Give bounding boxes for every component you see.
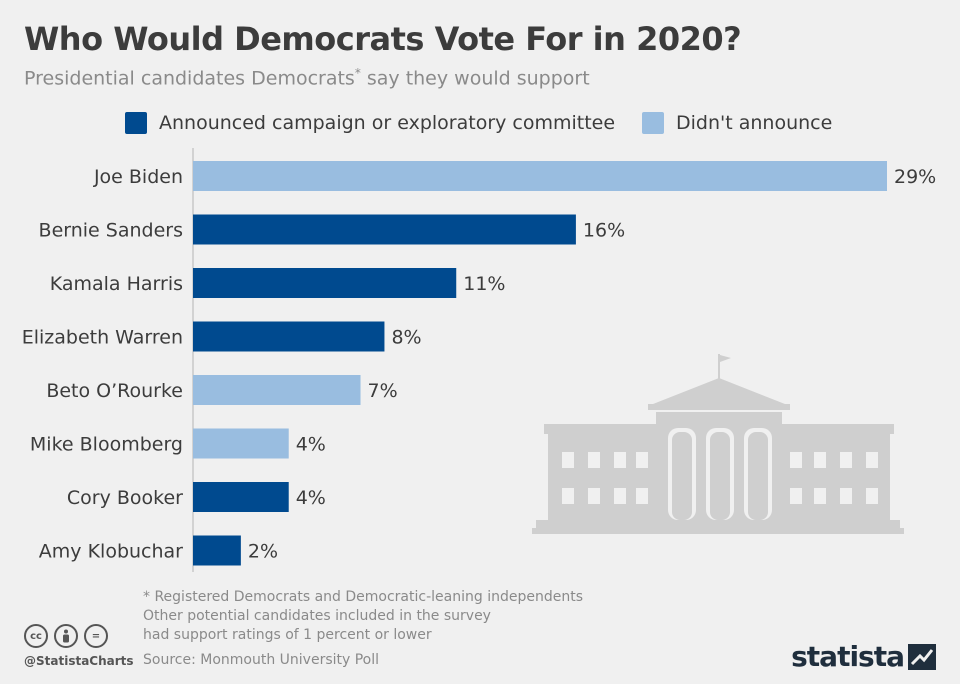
bar-beto-o-rourke — [193, 375, 361, 405]
category-label: Kamala Harris — [50, 273, 183, 295]
bar-kamala-harris — [193, 268, 457, 298]
value-label: 11% — [463, 273, 505, 295]
category-label: Elizabeth Warren — [22, 327, 183, 349]
footnote: * Registered Democrats and Democratic-le… — [143, 588, 583, 645]
legend-label-announced: Announced campaign or exploratory commit… — [159, 112, 616, 134]
category-label: Cory Booker — [67, 487, 183, 509]
brand-logo[interactable]: statista — [791, 640, 936, 673]
bar-amy-klobuchar — [193, 535, 241, 566]
bar-joe-biden — [193, 161, 887, 191]
category-label: Joe Biden — [93, 166, 183, 188]
license-icons: cc = — [24, 624, 108, 648]
value-label: 7% — [368, 380, 398, 402]
legend-label-didnt-announce: Didn't announce — [676, 112, 833, 134]
legend-item-didnt-announce: Didn't announce — [642, 112, 832, 134]
subtitle-text: Presidential candidates Democrats — [24, 67, 355, 90]
bar-cory-booker — [193, 482, 289, 512]
bar-chart: Joe Biden 29% Bernie Sanders 16% Kamala Harr… — [22, 148, 936, 572]
bar-elizabeth-warren — [193, 321, 385, 352]
category-label: Beto O’Rourke — [46, 380, 183, 402]
category-label: Bernie Sanders — [39, 220, 183, 242]
subtitle-rest: say they would support — [360, 67, 590, 90]
chart-subtitle: Presidential candidates Democrats* say t… — [24, 66, 590, 89]
social-handle[interactable]: @StatistaCharts — [24, 654, 134, 668]
value-label: 4% — [296, 487, 326, 509]
attribution-icon[interactable] — [54, 624, 78, 648]
bar-mike-bloomberg — [193, 428, 289, 459]
legend-swatch-didnt-announce — [642, 112, 664, 134]
brand-name: statista — [791, 640, 905, 673]
value-label: 16% — [583, 220, 625, 242]
subtitle-asterisk: * — [354, 66, 361, 80]
source-text: Source: Monmouth University Poll — [143, 652, 380, 668]
category-label: Amy Klobuchar — [39, 541, 183, 563]
no-derivatives-icon[interactable]: = — [84, 624, 108, 648]
bar-bernie-sanders — [193, 214, 576, 245]
chart-title: Who Would Democrats Vote For in 2020? — [24, 20, 742, 58]
footnote-line: Other potential candidates included in t… — [143, 608, 491, 624]
creative-commons-icon[interactable]: cc — [24, 624, 48, 648]
value-label: 29% — [894, 166, 936, 188]
value-label: 4% — [296, 434, 326, 456]
category-label: Mike Bloomberg — [30, 434, 183, 456]
white-house-illustration — [532, 354, 904, 534]
value-label: 2% — [248, 541, 278, 563]
legend-swatch-announced — [125, 112, 147, 134]
footnote-line: * Registered Democrats and Democratic-le… — [143, 589, 583, 605]
legend-item-announced: Announced campaign or exploratory commit… — [125, 112, 615, 134]
statista-logo-icon — [908, 643, 936, 670]
value-label: 8% — [391, 327, 421, 349]
footnote-line: had support ratings of 1 percent or lowe… — [143, 627, 432, 643]
